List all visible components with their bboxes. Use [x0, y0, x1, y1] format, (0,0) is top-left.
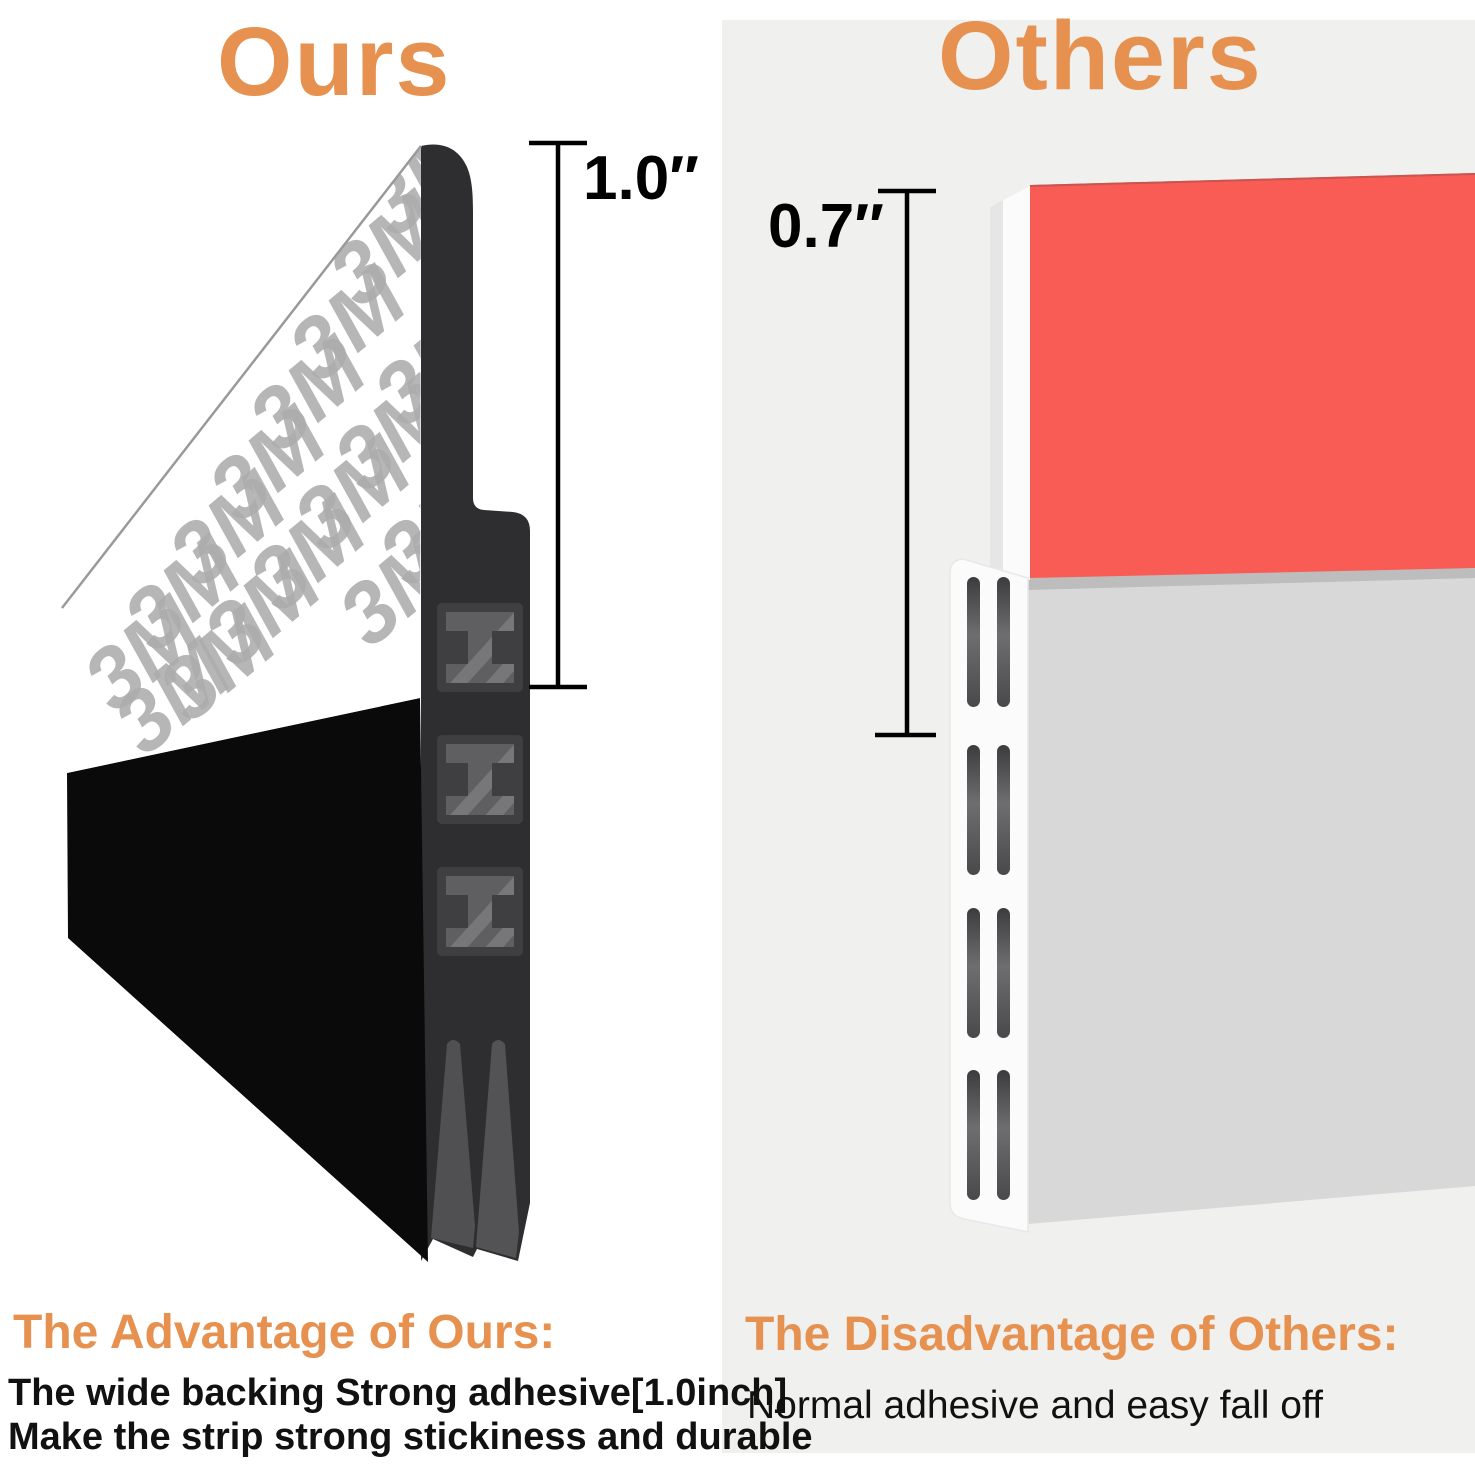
others-title: Others [938, 1, 1263, 110]
ours-description: The wide backing Strong adhesive[1.0inch… [8, 1371, 813, 1459]
strip-fins [431, 1040, 519, 1258]
ours-heading: The Advantage of Ours: [13, 1306, 556, 1359]
rubber-flap [67, 698, 428, 1262]
others-illustration: 0.7″ [768, 173, 1475, 1233]
ours-measurement-label: 1.0″ [583, 144, 699, 213]
ours-illustration: 3M 3M 3M 3M 3M 3M 3M 3M 3M 3M 3M 3M 3M 3… [61, 140, 699, 1262]
ours-title: Ours [217, 7, 452, 116]
adhesive-red-strip [1030, 173, 1475, 578]
adhesive-top-edge [1029, 173, 1475, 187]
height-dimension-ours [529, 140, 587, 690]
backing-top-edge [61, 145, 422, 609]
door-panel [1028, 566, 1475, 1224]
others-strip-front [949, 558, 1029, 1233]
height-dimension-others [875, 188, 936, 738]
seal-strip-profile [421, 144, 530, 1261]
strip-channel-cutouts [437, 598, 566, 976]
others-measurement-label: 0.7″ [768, 192, 884, 261]
ours-description-line1: The wide backing Strong adhesive[1.0inch… [8, 1372, 788, 1414]
others-description: Normal adhesive and easy fall off [747, 1384, 1323, 1427]
adhesive-backing-liner [62, 146, 421, 773]
adhesive-shadow [1028, 566, 1475, 590]
others-strip-top-shading [990, 200, 1003, 580]
others-heading: The Disadvantage of Others: [745, 1308, 1399, 1361]
backing-brand-pattern: 3M 3M 3M 3M 3M 3M 3M 3M 3M 3M 3M 3M 3M 3… [66, 146, 421, 773]
ours-description-line2: Make the strip strong stickiness and dur… [8, 1416, 813, 1458]
